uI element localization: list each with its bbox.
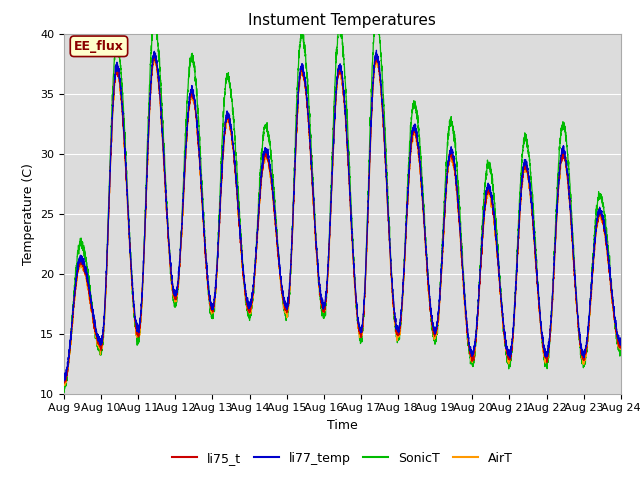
Legend: li75_t, li77_temp, SonicT, AirT: li75_t, li77_temp, SonicT, AirT [167, 447, 518, 469]
li75_t [60, 375, 68, 381]
SonicT [518, 151, 526, 157]
SonicT [422, 244, 430, 250]
AirT [518, 180, 526, 186]
li77_temp [476, 276, 483, 281]
li77_temp [60, 374, 68, 380]
li77_temp [161, 180, 169, 185]
li77_temp [518, 178, 526, 184]
li75_t [394, 328, 402, 334]
SonicT [617, 350, 625, 356]
AirT [273, 236, 281, 241]
AirT [161, 183, 169, 189]
Line: li75_t: li75_t [64, 55, 621, 383]
li75_t [161, 186, 169, 192]
li77_temp [617, 337, 625, 343]
X-axis label: Time: Time [327, 419, 358, 432]
SonicT [60, 389, 68, 395]
li77_temp [422, 251, 430, 256]
AirT [394, 330, 402, 336]
Line: SonicT: SonicT [64, 14, 621, 392]
Line: AirT: AirT [64, 55, 621, 385]
li77_temp [60, 378, 68, 384]
SonicT [60, 384, 68, 389]
li75_t [151, 52, 159, 58]
li75_t [518, 182, 526, 188]
AirT [422, 257, 430, 263]
li75_t [61, 380, 68, 386]
AirT [617, 340, 625, 346]
Title: Instument Temperatures: Instument Temperatures [248, 13, 436, 28]
SonicT [273, 227, 281, 232]
li75_t [273, 238, 281, 244]
SonicT [161, 172, 169, 178]
li75_t [422, 251, 430, 257]
li77_temp [372, 48, 380, 53]
li77_temp [394, 325, 402, 331]
li75_t [617, 342, 625, 348]
li77_temp [273, 232, 281, 238]
Y-axis label: Temperature (C): Temperature (C) [22, 163, 35, 264]
SonicT [394, 334, 402, 340]
AirT [372, 52, 380, 58]
Line: li77_temp: li77_temp [64, 50, 621, 381]
AirT [60, 380, 68, 385]
li75_t [476, 279, 483, 285]
AirT [476, 281, 483, 287]
SonicT [372, 11, 380, 17]
SonicT [476, 275, 483, 280]
AirT [60, 383, 68, 388]
Text: EE_flux: EE_flux [74, 40, 124, 53]
